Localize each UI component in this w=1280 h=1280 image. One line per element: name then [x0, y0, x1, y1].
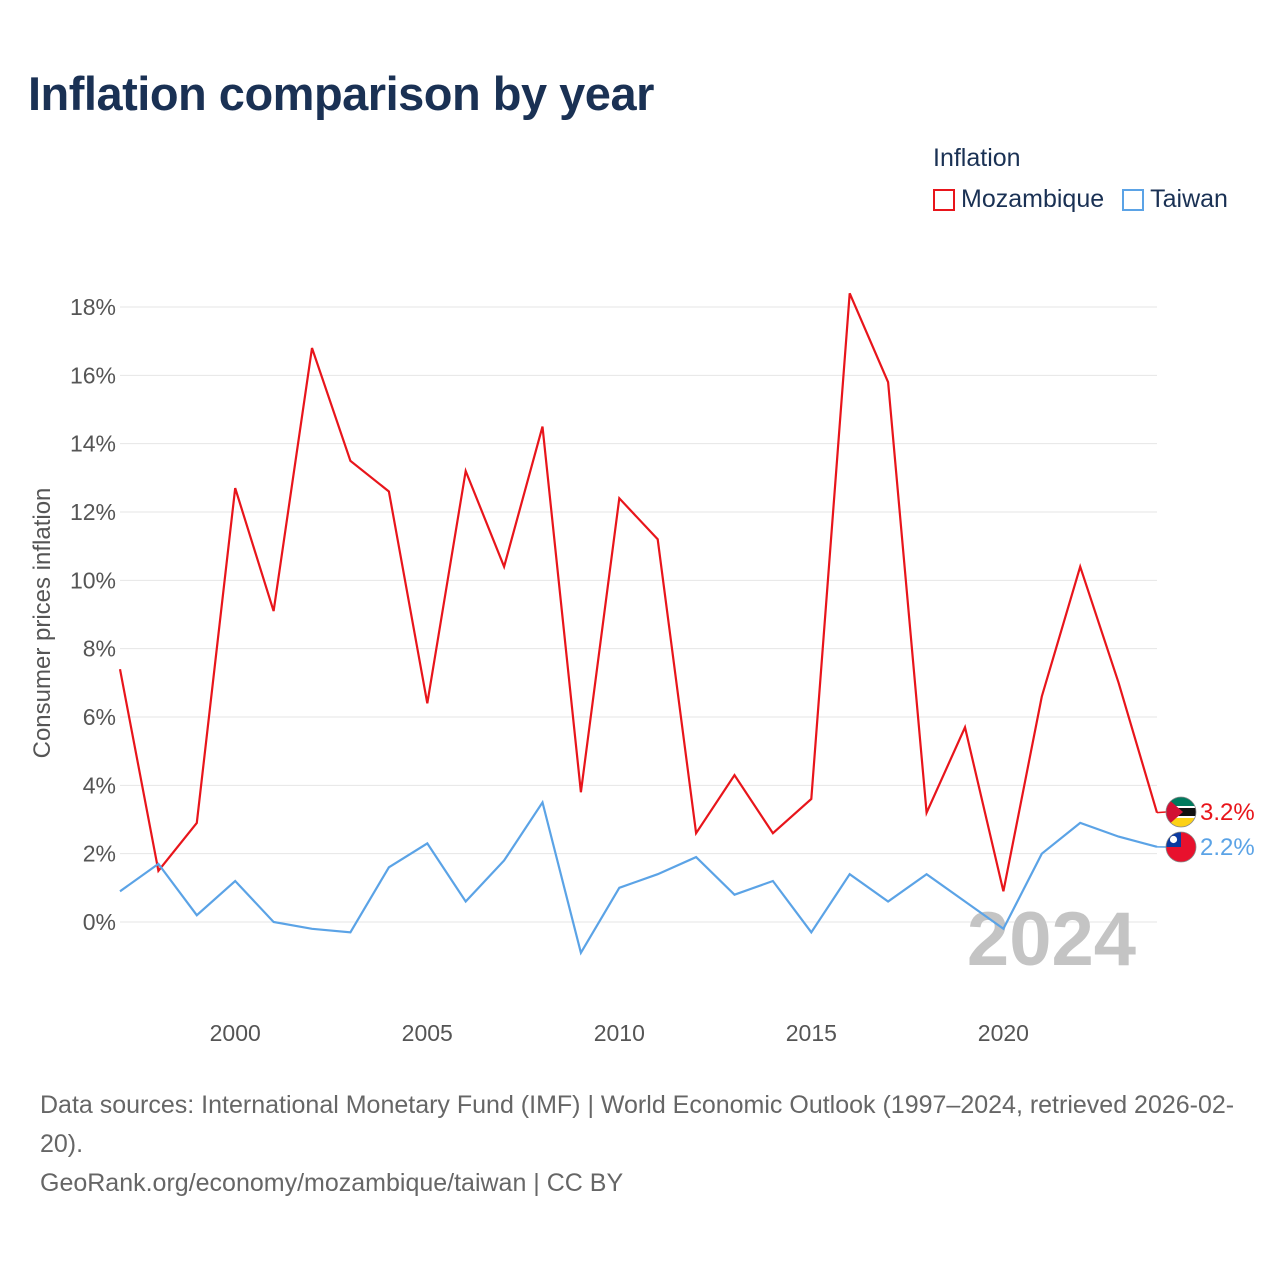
y-tick-label: 4%: [83, 772, 116, 798]
x-tick-label: 2000: [210, 1020, 261, 1046]
series-line-taiwan[interactable]: [119, 799, 1158, 956]
data-sources: Data sources: International Monetary Fun…: [40, 1091, 1235, 1158]
y-tick-label: 18%: [70, 294, 116, 320]
end-label-mozambique: 3.2%: [1200, 799, 1255, 826]
x-tick-label: 2010: [594, 1020, 645, 1046]
x-tick-label: 2020: [978, 1020, 1029, 1046]
legend-item-mozambique[interactable]: Mozambique: [933, 185, 1104, 214]
y-tick-label: 14%: [70, 431, 116, 457]
x-tick-label: 2015: [786, 1020, 837, 1046]
y-tick-label: 8%: [83, 636, 116, 662]
leader-line-mozambique: [1156, 811, 1167, 814]
y-tick-label: 2%: [83, 841, 116, 867]
legend-label-mozambique: Mozambique: [961, 185, 1105, 213]
footer: Data sources: International Monetary Fun…: [40, 1086, 1250, 1203]
credit-link[interactable]: GeoRank.org/economy/mozambique/taiwan | …: [40, 1169, 624, 1197]
taiwan-flag-icon: [1165, 831, 1197, 863]
x-tick-label: 2005: [402, 1020, 453, 1046]
year-watermark: 2024: [967, 897, 1136, 982]
y-tick-label: 10%: [70, 567, 116, 593]
legend-swatch-taiwan: [1122, 188, 1145, 211]
y-axis-title: Consumer prices inflation: [29, 488, 56, 759]
mozambique-flag-icon: [1165, 796, 1197, 828]
legend-item-taiwan[interactable]: Taiwan: [1122, 185, 1228, 214]
legend-swatch-mozambique: [933, 188, 955, 211]
y-tick-label: 16%: [70, 362, 116, 388]
series-line-mozambique[interactable]: [118, 292, 1159, 892]
y-tick-label: 0%: [83, 909, 116, 935]
end-label-taiwan: 2.2%: [1200, 834, 1255, 861]
legend-title: Inflation: [933, 144, 1021, 172]
legend: Inflation Mozambique Taiwan: [933, 144, 1228, 214]
line-chart: 0% 2% 4% 6% 8% 10% 12% 14% 16% 18% 2000 2005 2010 20…: [29, 292, 1255, 1046]
chart-title: Inflation comparison by year: [28, 67, 654, 120]
y-tick-label: 12%: [70, 499, 116, 525]
y-tick-label: 6%: [83, 704, 116, 730]
legend-label-taiwan: Taiwan: [1150, 185, 1228, 213]
